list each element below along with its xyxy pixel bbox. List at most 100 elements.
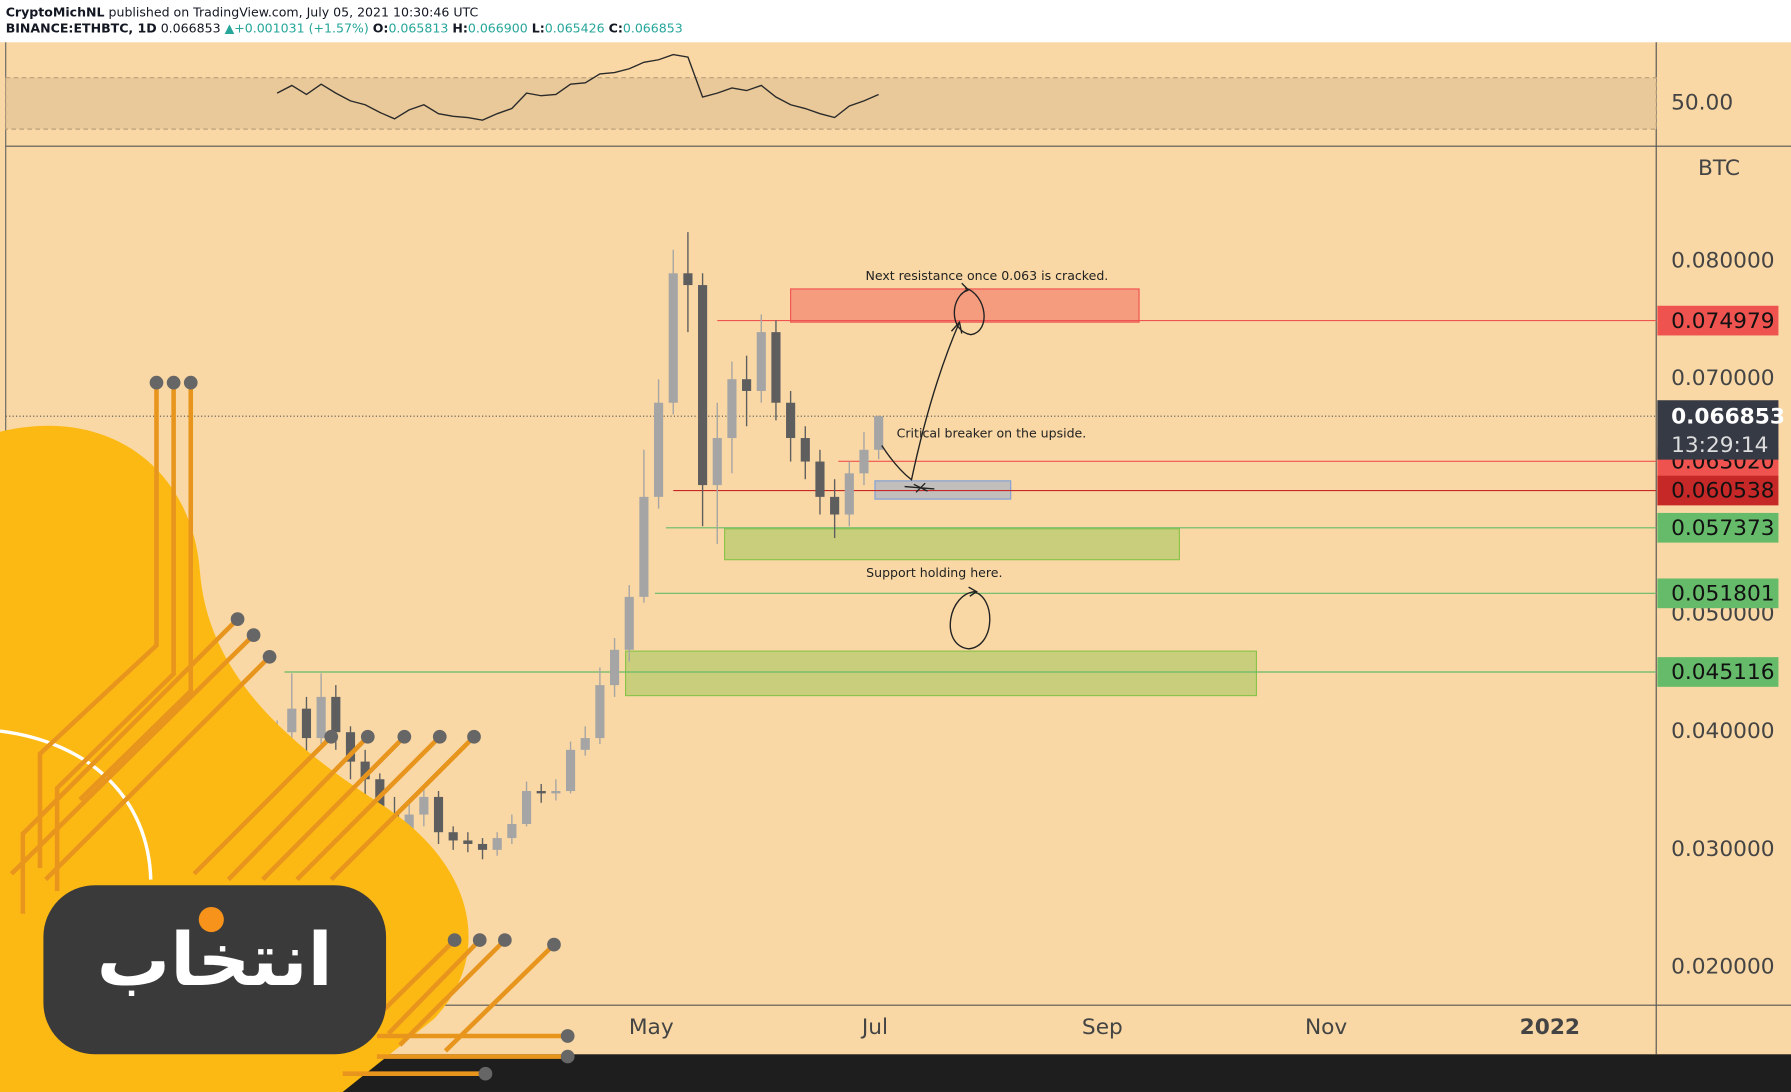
h-label: H:: [452, 20, 468, 35]
candle-body: [477, 843, 488, 850]
candle-body: [756, 332, 766, 391]
watermark-logo: انتخاب: [0, 375, 575, 1092]
price-badge-label: 0.074979: [1671, 309, 1774, 334]
candle-body: [624, 596, 634, 650]
candle-body: [492, 838, 502, 850]
candle-body: [844, 473, 854, 515]
candle-body: [301, 708, 312, 739]
countdown: 13:29:14: [1671, 433, 1768, 458]
circuit-nodes: [149, 375, 575, 1081]
price-badge: [1657, 305, 1779, 336]
candle-body: [874, 416, 884, 450]
header-line1: CryptoMichNL published on TradingView.co…: [6, 4, 479, 19]
y-tick-label: 0.040000: [1671, 719, 1774, 744]
header-line2: BINANCE:ETHBTC, 1D 0.066853 ▲+0.001031 (…: [6, 20, 683, 35]
candle-body: [345, 732, 356, 762]
candle-body: [654, 402, 664, 497]
x-tick-label: 2022: [1520, 1015, 1580, 1040]
candle-body: [448, 832, 458, 841]
l-label: L:: [532, 20, 545, 35]
l-value: 0.065426: [545, 20, 605, 35]
plot: 50.000.0200000.0300000.0400000.0500000.0…: [5, 53, 1785, 1040]
unit-label: BTC: [1698, 156, 1740, 181]
candle-body: [771, 332, 781, 403]
o-label: O:: [373, 20, 389, 35]
candle-body: [609, 649, 620, 686]
hand-circle: [953, 282, 985, 336]
x-tick-label: Nov: [1305, 1015, 1347, 1040]
annotation: Critical breaker on the upside.: [897, 426, 1087, 441]
candle-body: [712, 438, 722, 486]
change: ▲+0.001031 (+1.57%): [225, 20, 369, 35]
zone: [790, 288, 1140, 323]
y-tick-label: 0.020000: [1671, 955, 1774, 980]
zone: [624, 650, 1257, 697]
hand-scribble: [904, 482, 935, 493]
candle-body: [800, 438, 810, 462]
circuit-lines: [9, 382, 568, 1076]
x-tick-label: May: [629, 1015, 674, 1040]
candle-body: [698, 285, 708, 486]
rsi-tick-label: 50.00: [1671, 90, 1733, 115]
published: published on TradingView.com, July 05, 2…: [109, 4, 479, 19]
y-tick-label: 0.030000: [1671, 837, 1774, 862]
candle-body: [580, 738, 590, 750]
price-badge: [1657, 657, 1779, 687]
candle-body: [668, 273, 678, 403]
candle-body: [830, 496, 840, 515]
price-badge: [1657, 512, 1779, 543]
price-badge: [1657, 578, 1779, 609]
rsi-band: [5, 77, 1657, 130]
candle-body: [551, 791, 561, 794]
o-value: 0.065813: [388, 20, 448, 35]
price-badge: [1657, 475, 1779, 506]
header-bar: [0, 0, 1791, 43]
last-price-label: 0.066853: [1671, 404, 1785, 429]
h-value: 0.066900: [468, 20, 528, 35]
candle-body: [536, 791, 546, 794]
candle-body: [521, 791, 532, 824]
annotation: Next resistance once 0.063 is cracked.: [865, 268, 1108, 283]
zone: [724, 528, 1180, 561]
last-price-badge: [1657, 400, 1779, 460]
watermark-text: انتخاب: [97, 918, 333, 1003]
annotation: Support holding here.: [866, 565, 1002, 580]
last: 0.066853: [161, 20, 221, 35]
candle-body: [565, 749, 576, 792]
y-tick-label: 0.070000: [1671, 366, 1774, 391]
x-tick-label: Sep: [1082, 1015, 1123, 1040]
y-tick-label: 0.080000: [1671, 249, 1774, 274]
price-badge-label: 0.051801: [1671, 581, 1774, 606]
candle-body: [639, 496, 649, 597]
candle-body: [815, 461, 825, 497]
candle-body: [727, 379, 737, 439]
candle-body: [786, 402, 796, 439]
candle-body: [316, 696, 326, 739]
candle-body: [742, 379, 752, 391]
candle-body: [419, 796, 429, 815]
annotations: Next resistance once 0.063 is cracked. C…: [865, 268, 1108, 650]
c-label: C:: [609, 20, 623, 35]
candle-body: [331, 696, 341, 733]
bitcoin-icon: [198, 906, 224, 933]
candle-body: [360, 761, 370, 780]
symbol: BINANCE:ETHBTC, 1D: [6, 20, 157, 35]
candle-body: [433, 796, 444, 833]
candle-body: [595, 685, 605, 739]
price-badge-label: 0.057373: [1671, 516, 1774, 541]
price-badge-label: 0.045116: [1671, 660, 1774, 685]
rsi-line: [276, 53, 879, 121]
candle-body: [859, 449, 869, 474]
price-badge-label: 0.060538: [1671, 479, 1774, 504]
candle-body: [463, 840, 473, 844]
c-value: 0.066853: [623, 20, 683, 35]
logo-badge: [43, 885, 387, 1055]
x-tick-label: Jul: [860, 1015, 888, 1040]
hand-circle: [949, 586, 991, 650]
candle-body: [683, 273, 693, 286]
candle-body: [507, 823, 517, 839]
candle-body: [287, 708, 297, 733]
publisher: CryptoMichNL: [6, 4, 105, 19]
